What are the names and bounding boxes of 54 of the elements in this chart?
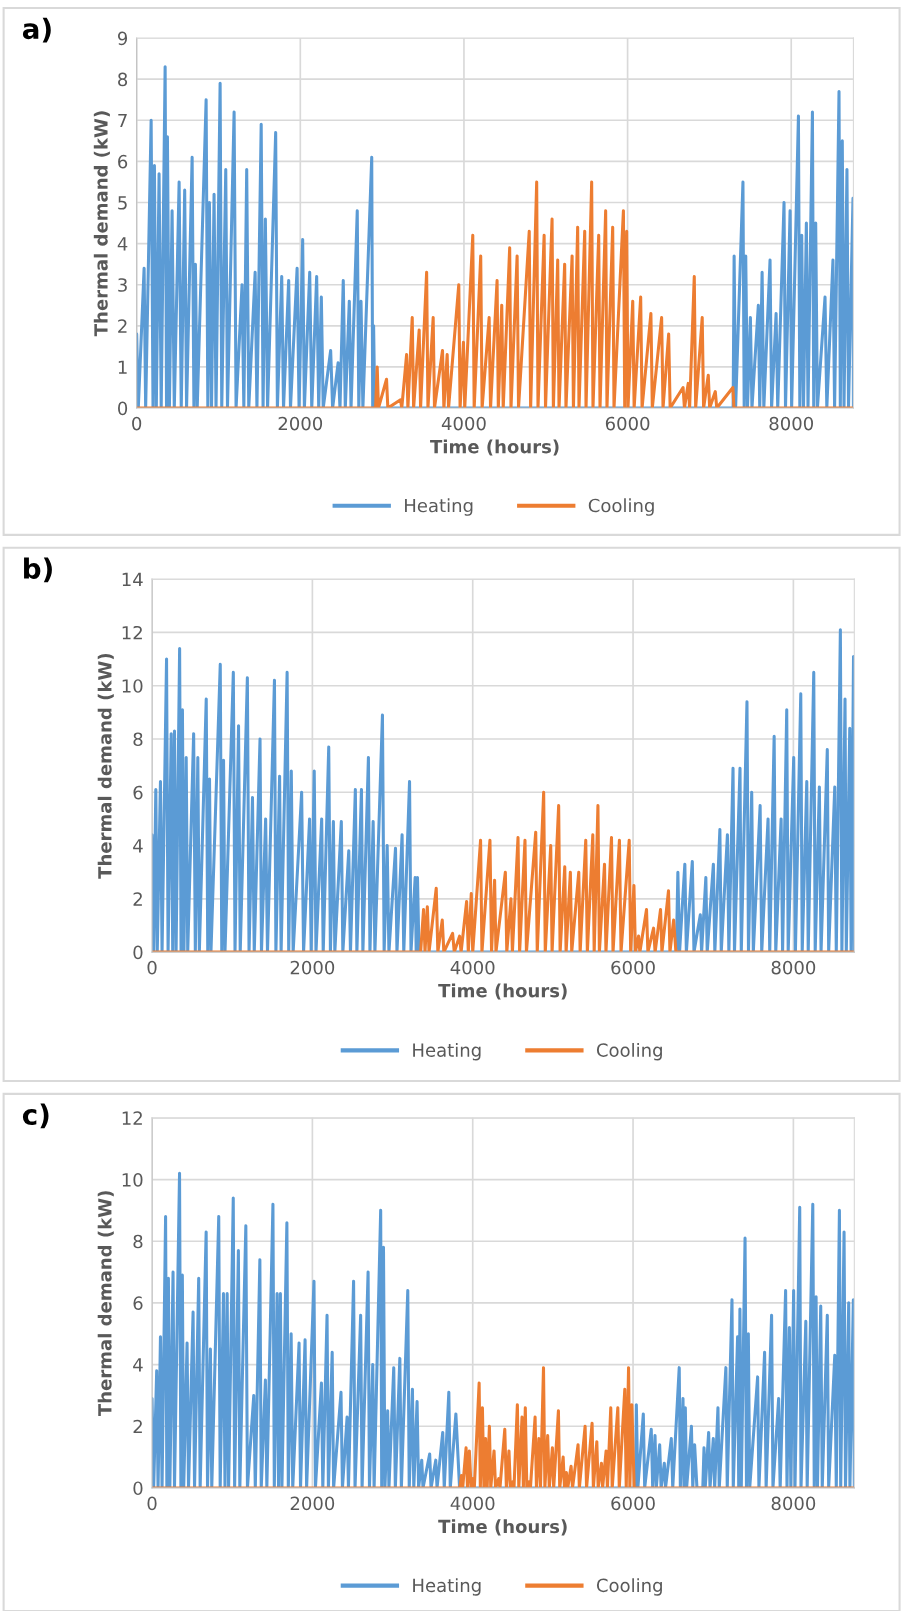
y-tick-label: 2	[133, 892, 142, 906]
y-tick-label: 0	[133, 945, 143, 960]
y-tick-label: 3	[118, 278, 127, 292]
y-tick-label: 0	[118, 401, 128, 416]
y-tick-label: 8	[118, 72, 128, 87]
y-axis-title: Thermal demand (kW)	[93, 111, 110, 337]
x-tick-label: 2000	[290, 960, 335, 975]
legend-label: Cooling	[596, 1578, 662, 1596]
y-tick-label: 8	[133, 732, 143, 747]
legend-label: Heating	[405, 498, 473, 516]
x-tick-label: 4000	[450, 960, 495, 975]
legend-label: Cooling	[588, 498, 654, 516]
y-tick-label: 12	[122, 1111, 142, 1125]
x-tick-label: 8000	[771, 960, 816, 975]
x-tick-label: 0	[147, 960, 157, 975]
legend-label: Heating	[413, 1042, 481, 1061]
y-tick-label: 12	[122, 625, 142, 640]
chart-title: a)	[22, 17, 51, 43]
y-tick-label: 5	[118, 196, 127, 210]
legend-label: Heating	[413, 1578, 481, 1596]
x-tick-label: 4000	[441, 416, 486, 431]
x-tick-label: 6000	[611, 960, 655, 975]
x-axis-title: Time (hours)	[430, 439, 559, 456]
y-axis-title: Thermal demand (kW)	[97, 653, 114, 879]
y-tick-label: 6	[118, 154, 128, 169]
x-tick-label: 0	[147, 1496, 157, 1511]
x-axis-title: Time (hours)	[438, 1519, 567, 1536]
legend-label: Cooling	[596, 1042, 662, 1061]
chart-title: b)	[24, 557, 52, 583]
x-tick-label: 4000	[450, 1496, 495, 1511]
x-tick-label: 6000	[611, 1496, 655, 1511]
y-tick-label: 6	[133, 1296, 143, 1311]
y-tick-label: 10	[122, 679, 143, 693]
y-tick-label: 1	[118, 360, 127, 374]
y-tick-label: 2	[118, 319, 127, 333]
y-axis-title: Thermal demand (kW)	[97, 1191, 114, 1417]
y-tick-label: 4	[133, 839, 143, 853]
x-tick-label: 8000	[771, 1496, 816, 1511]
x-axis-title: Time (hours)	[438, 983, 567, 1000]
y-tick-label: 2	[133, 1419, 142, 1434]
y-tick-label: 8	[133, 1234, 143, 1249]
x-tick-label: 6000	[605, 416, 650, 431]
x-tick-label: 2000	[290, 1496, 335, 1511]
x-tick-label: 8000	[769, 416, 814, 431]
chart-title: c)	[22, 1103, 49, 1129]
y-tick-label: 6	[133, 785, 143, 800]
y-tick-label: 10	[122, 1173, 143, 1187]
x-tick-label: 2000	[278, 416, 323, 431]
y-tick-label: 7	[118, 113, 127, 128]
y-tick-label: 0	[133, 1481, 143, 1496]
y-tick-label: 9	[117, 31, 128, 46]
y-tick-label: 14	[122, 572, 143, 587]
y-tick-label: 4	[117, 237, 128, 251]
y-tick-label: 4	[133, 1358, 143, 1372]
